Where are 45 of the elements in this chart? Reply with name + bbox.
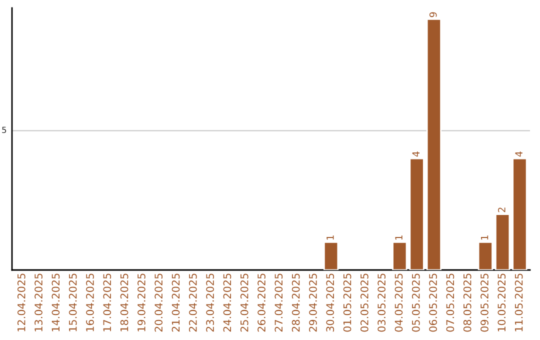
x-tick-label: 11.05.2025 [514, 274, 523, 332]
x-tick-label: 01.05.2025 [343, 274, 352, 332]
bar [512, 158, 528, 270]
x-tick-label: 17.04.2025 [103, 274, 112, 332]
x-tick-label: 08.05.2025 [463, 274, 472, 332]
x-tick-label: 23.04.2025 [206, 274, 214, 332]
bar [392, 241, 408, 270]
bar [478, 241, 493, 270]
x-tick-label: 10.05.2025 [498, 274, 506, 332]
bar [409, 158, 424, 270]
x-tick-label: 12.04.2025 [17, 274, 26, 332]
x-tick-label: 09.05.2025 [480, 274, 488, 332]
x-tick-label: 04.05.2025 [394, 274, 403, 332]
x-tick-label: 05.05.2025 [412, 274, 420, 332]
x-tick-label: 16.04.2025 [86, 274, 94, 332]
data-label: 4 [515, 151, 522, 157]
x-tick-label: 20.04.2025 [154, 274, 163, 332]
x-tick-label: 29.04.2025 [309, 274, 317, 332]
x-tick-label: 26.04.2025 [258, 274, 266, 332]
x-tick-label: 27.04.2025 [274, 274, 283, 332]
data-label: 1 [326, 235, 334, 240]
x-tick-label: 25.04.2025 [240, 274, 248, 332]
data-label: 2 [498, 208, 506, 212]
data-label: 1 [395, 235, 402, 240]
x-tick-label: 24.04.2025 [223, 274, 232, 332]
x-tick-label: 06.05.2025 [429, 274, 437, 332]
data-label: 1 [481, 235, 488, 240]
bar [495, 214, 510, 270]
data-label: 4 [412, 151, 420, 157]
ref-line-label: 5 [2, 126, 6, 134]
x-tick-label: 02.05.2025 [360, 274, 368, 332]
x-tick-label: 18.04.2025 [120, 274, 128, 332]
x-tick-label: 28.04.2025 [292, 274, 300, 332]
x-tick-label: 07.05.2025 [446, 274, 454, 332]
x-tick-label: 19.04.2025 [138, 274, 146, 332]
x-tick-label: 22.04.2025 [188, 274, 197, 332]
x-tick-label: 03.05.2025 [378, 274, 386, 332]
x-tick-label: 30.04.2025 [326, 274, 334, 332]
bar [426, 18, 442, 270]
bar [323, 241, 339, 270]
x-tick-label: 15.04.2025 [68, 274, 77, 332]
x-tick-label: 14.04.2025 [52, 274, 60, 332]
data-label: 9 [429, 12, 437, 18]
x-tick-label: 21.04.2025 [172, 274, 180, 332]
x-tick-label: 13.04.2025 [34, 274, 42, 332]
